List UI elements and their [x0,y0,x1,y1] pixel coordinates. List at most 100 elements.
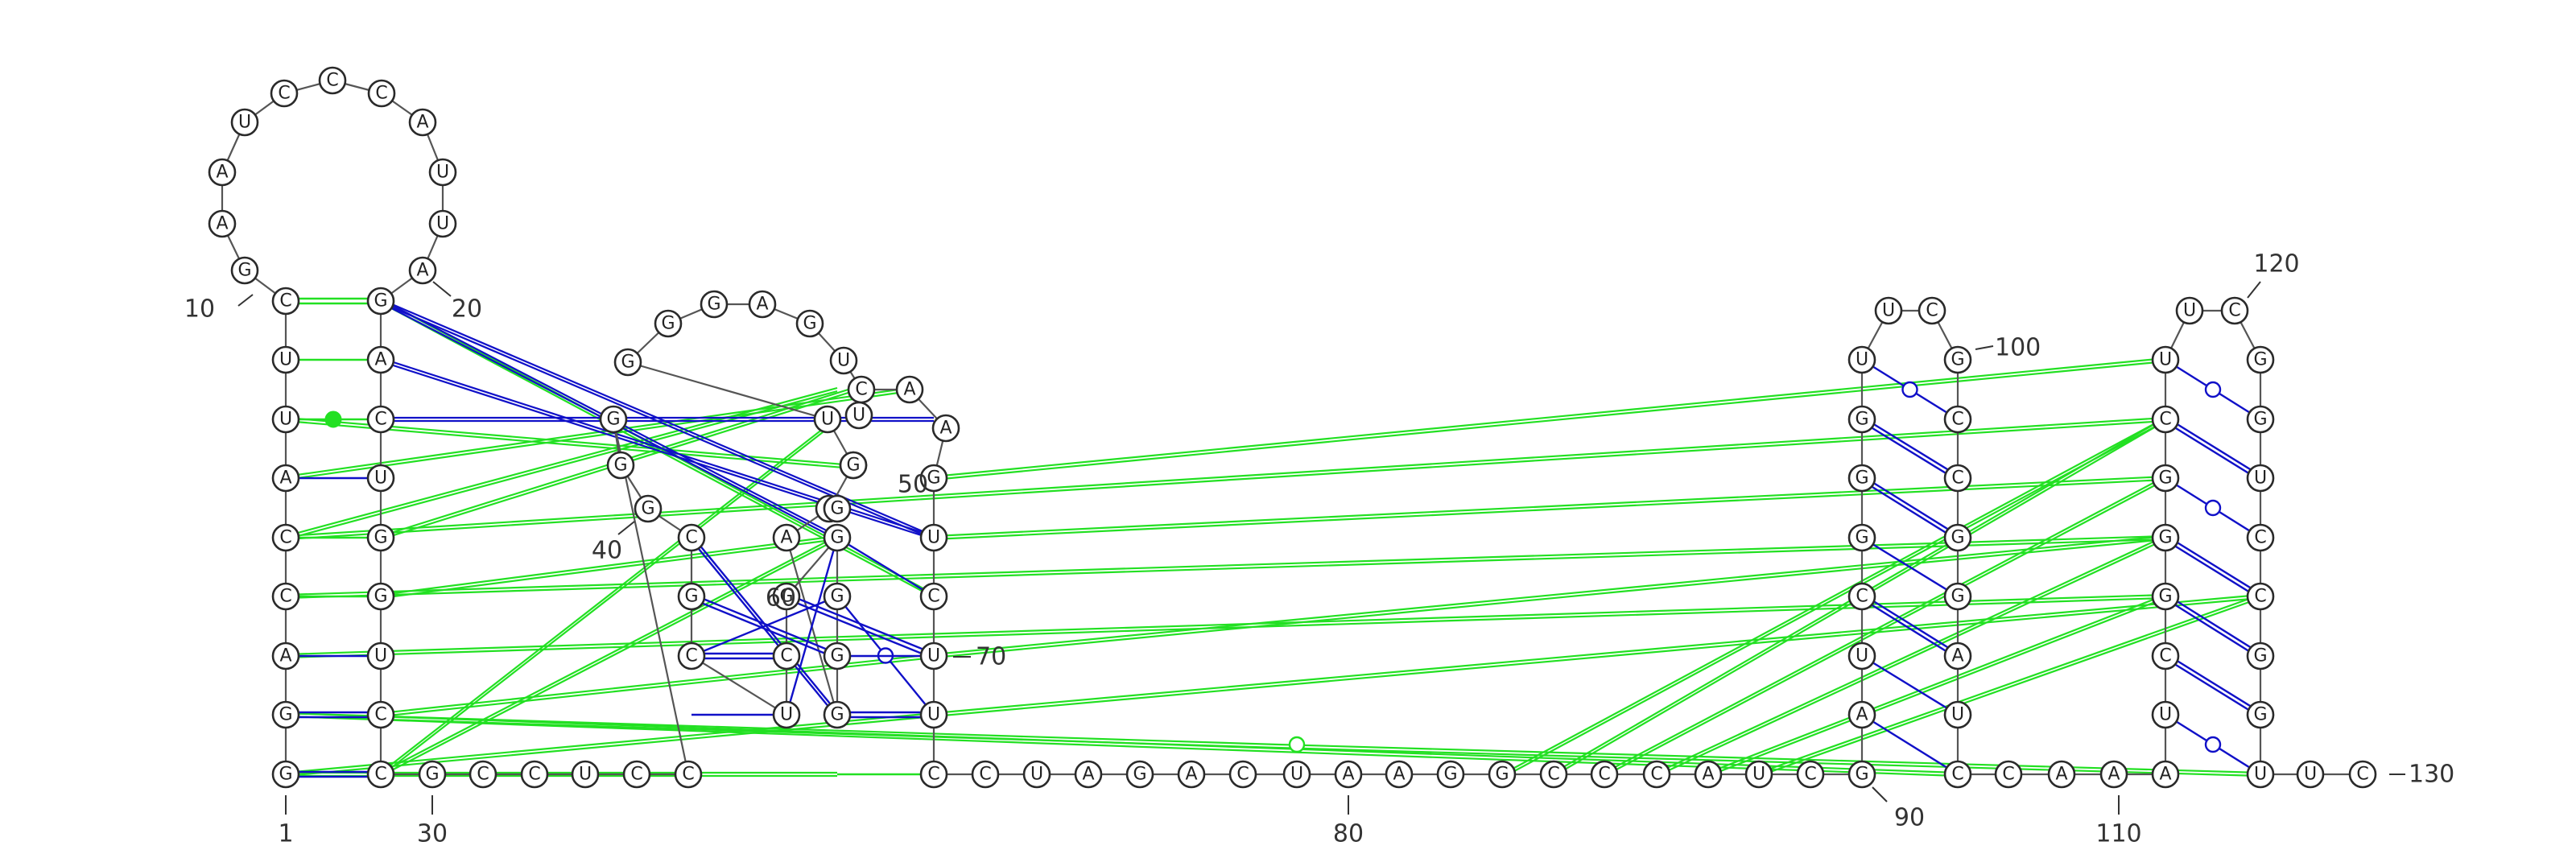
tertiary-contact-line [1505,420,2166,777]
nucleotide-115: C [2220,296,2249,325]
nucleotide-letter: A [1856,705,1868,725]
nucleotide-circle [271,405,300,434]
nucleotide-letter: C [2356,765,2368,785]
nucleotide-letter: A [216,163,228,183]
nucleotide-letter: A [939,419,952,439]
nucleotide-1: G [271,760,300,789]
nucleotide-letter: A [2159,765,2171,785]
nucleotide-circle [772,523,801,552]
nucleotide-circle [1943,642,1972,670]
tertiary-contact-line [933,534,2166,656]
nucleotide-letter: C [528,765,540,785]
nucleotide-circle [919,760,948,789]
nucleotide-circle [919,582,948,611]
tertiary-contact-line [1758,596,2261,778]
nucleotide-73: C [1228,760,1257,789]
nucleotide-circle [2151,582,2180,611]
nucleotide-letter: G [803,314,816,334]
nucleotide-letter: U [238,113,251,133]
nucleotide-circle [919,642,948,670]
nucleotide-circle [931,414,960,443]
nucleotide-25: G [366,523,395,552]
nucleotide-letter: G [830,705,844,725]
nucleotide-circle [613,348,642,377]
nucleotide-circle [1847,523,1876,552]
tertiary-contact-line [380,656,935,718]
nucleotide-circle [2246,464,2275,493]
tertiary-contact-line [1278,743,2261,774]
nucleotide-35: C [674,760,703,789]
base-pair-line [786,597,935,660]
base-pair-line [2165,538,2261,600]
tertiary-contact-marker [1288,736,1306,753]
nucleotide-letter: C [927,587,939,607]
nucleotide-letter: C [374,705,386,725]
nucleotide-letter: G [684,587,698,607]
nucleotide-101: U [1943,700,1972,729]
nucleotide-letter: G [830,499,844,519]
position-label-130: 130 [2409,761,2454,789]
nucleotide-letter: G [2253,410,2267,430]
position-label-50: 50 [898,471,928,499]
tertiary-contact-line [1758,593,2261,774]
nucleotide-letter: C [780,646,792,666]
nucleotide-circle [469,760,497,789]
nucleotide-letter: G [621,353,634,373]
nucleotide-82: A [1694,760,1723,789]
nucleotide-circle [366,405,395,434]
nucleotide-112: C [2151,405,2180,434]
base-pair-line [2165,415,2261,477]
tertiary-contact-line [1604,476,2166,774]
nucleotide-circle [919,464,948,493]
nucleotide-letter: U [2159,350,2172,370]
nucleotide-123: U [2246,760,2275,789]
nucleotide-letter: G [661,314,675,334]
nucleotide-58: U [829,346,858,375]
nucleotide-108: C [2151,642,2180,670]
nucleotide-104: A [2047,760,2076,789]
nucleotide-letter: G [830,587,844,607]
nucleotide-circle [366,642,395,670]
nucleotide-circle [823,582,852,611]
base-pair-line [1861,592,1959,655]
nucleotide-circle [271,760,300,789]
nucleotide-letter: A [1393,765,1405,785]
nucleotide-circle [839,451,868,480]
nucleotide-letter: U [436,214,449,234]
nucleotide-124: U [2296,760,2325,789]
nucleotide-letter: U [279,410,292,430]
nucleotide-circle [700,290,729,319]
base-pair-line [1861,713,1959,776]
wobble-pair-marker [2204,381,2222,398]
tertiary-contact-line [285,419,2166,541]
nucleotide-80: C [1590,760,1619,789]
nucleotide-44: G [772,582,801,611]
nucleotide-letter: A [1082,765,1094,785]
nucleotide-38: G [634,494,663,523]
nucleotide-letter: G [2158,587,2172,607]
nucleotide-letter: G [1951,528,1964,548]
nucleotide-circle [366,345,395,374]
tertiary-contact-line [380,538,838,777]
position-label-1: 1 [278,820,293,848]
nucleotide-69: U [1022,760,1051,789]
nucleotide-letter: A [2055,765,2067,785]
nucleotide-96: C [1943,405,1972,434]
nucleotide-19: U [428,209,457,238]
tertiary-contact-line [380,535,838,774]
nucleotide-circle [428,209,457,238]
nucleotide-letter: G [2253,646,2267,666]
tertiary-contact-line [1707,596,2166,778]
nucleotide-88: C [1847,582,1876,611]
nucleotide-circle [1694,760,1723,789]
nucleotide-120: C [2246,582,2275,611]
nucleotide-circle [1943,345,1972,374]
nucleotide-5: C [271,523,300,552]
nucleotide-x0: U [844,401,873,430]
nucleotide-6: A [271,464,300,493]
base-pair-line [691,597,838,660]
nucleotide-79: C [1539,760,1568,789]
nucleotide-letter: U [374,646,387,666]
nucleotide-circle [823,642,852,670]
base-pair-line [2165,597,2261,660]
